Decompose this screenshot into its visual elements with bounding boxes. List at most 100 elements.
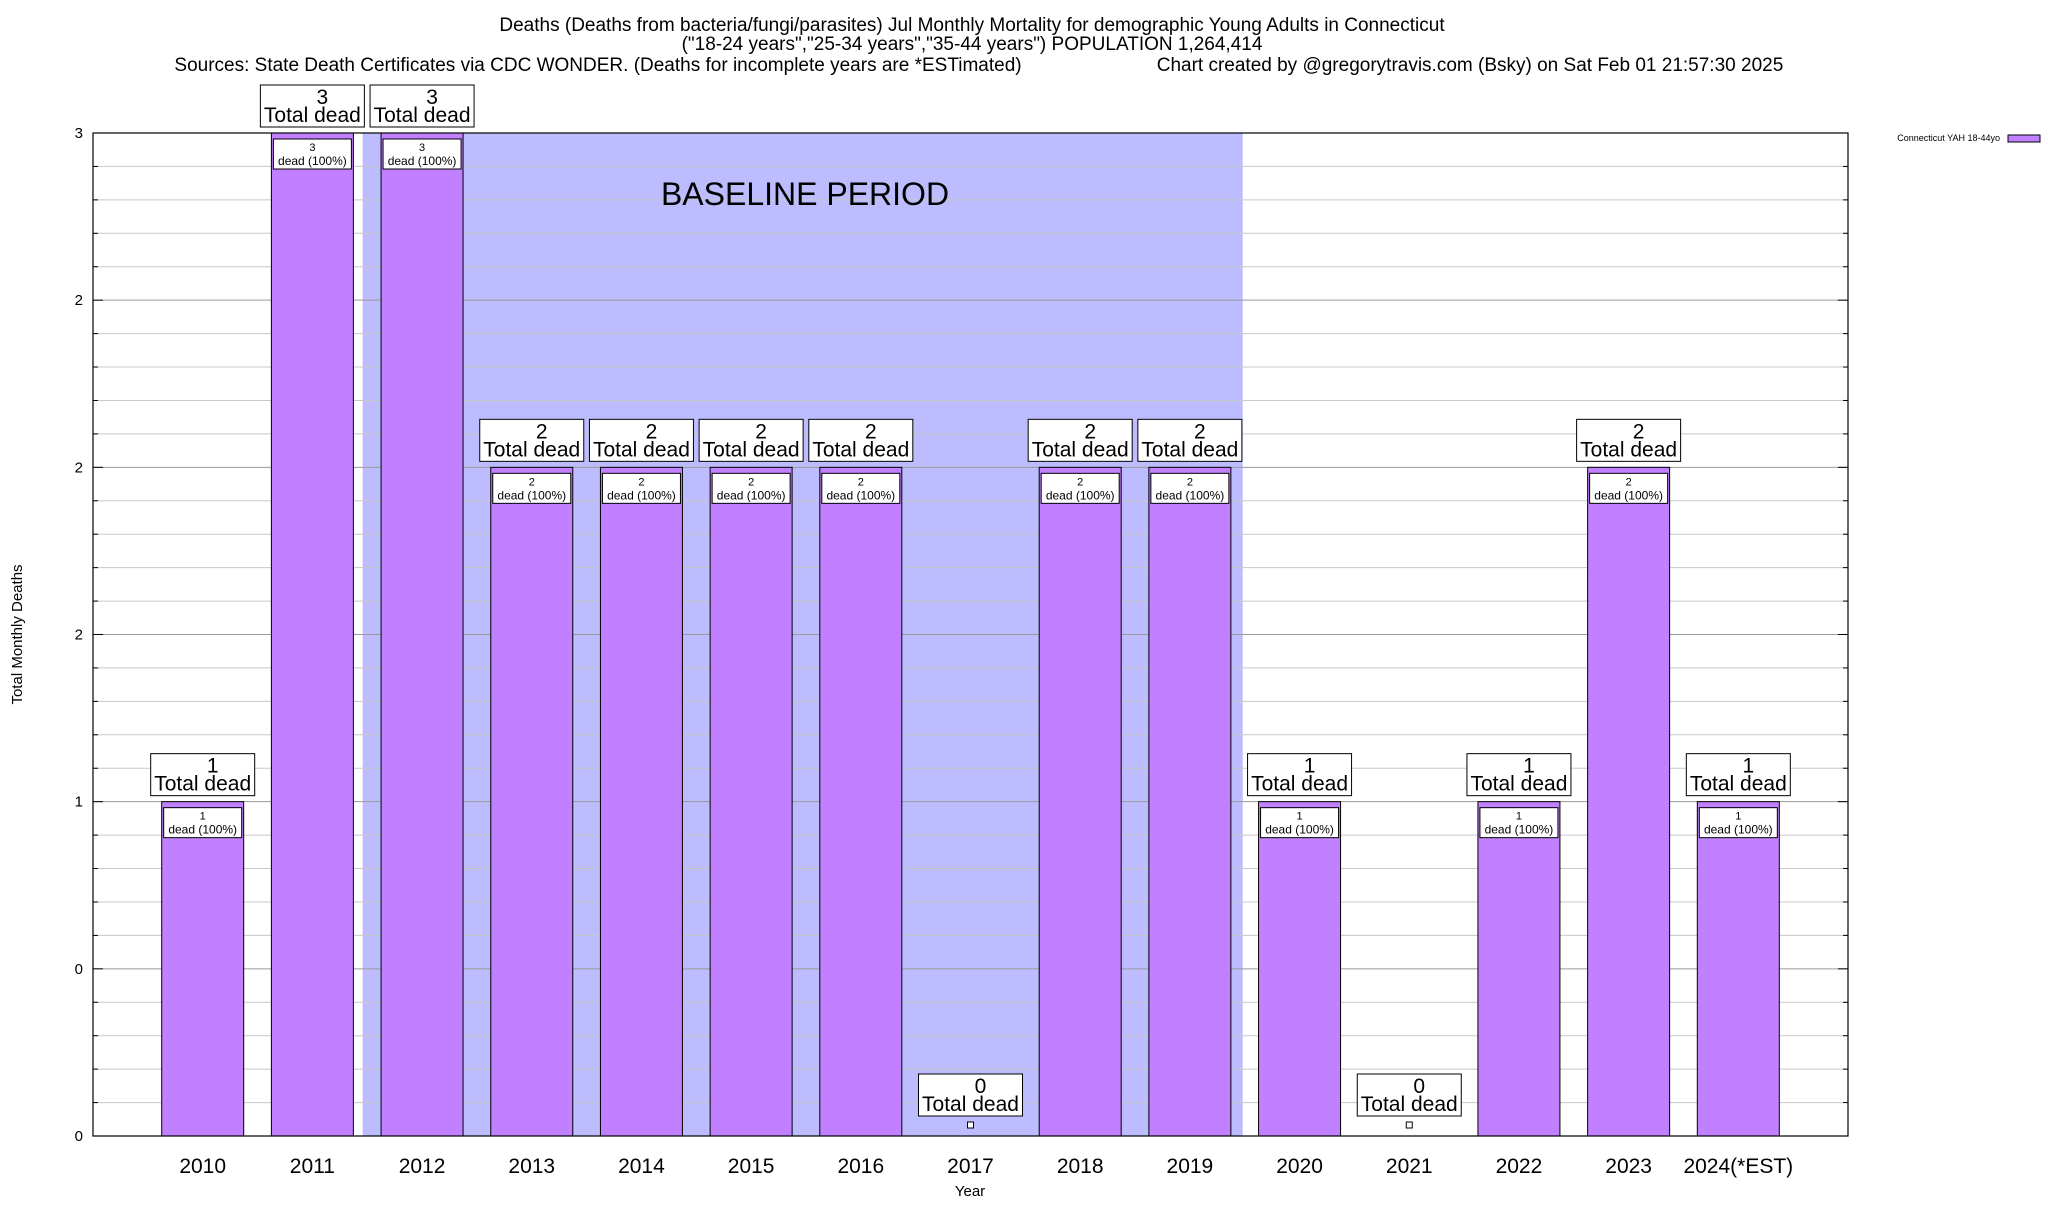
segment-percent-label: dead (100%) xyxy=(1265,823,1334,837)
total-label-box xyxy=(150,753,256,797)
total-dead-label: Total dead xyxy=(703,438,800,461)
total-count-label: 2 xyxy=(755,420,767,443)
segment-label-box xyxy=(1698,807,1778,839)
segment-percent-label: dead (100%) xyxy=(278,154,347,168)
bar xyxy=(599,466,683,1137)
chart-title-line-1: Deaths (Deaths from bacteria/fungi/paras… xyxy=(499,15,1445,36)
total-label-box xyxy=(808,418,914,462)
legend-swatch xyxy=(2007,134,2041,143)
total-count-label: 1 xyxy=(1742,755,1754,778)
segment-label-box xyxy=(711,472,791,504)
x-tick-label: 2013 xyxy=(508,1155,555,1178)
total-label-box xyxy=(1466,753,1572,797)
total-count-label: 3 xyxy=(317,86,329,109)
chart-title-line-2: ("18-24 years","25-34 years","35-44 year… xyxy=(682,34,1263,55)
total-count-label: 2 xyxy=(865,420,877,443)
segment-percent-label: dead (100%) xyxy=(1704,823,1773,837)
segment-count-label: 3 xyxy=(309,142,315,154)
segment-label-box xyxy=(272,138,352,170)
segment-label-box xyxy=(1260,807,1340,839)
x-axis-label: Year xyxy=(955,1183,985,1200)
y-tick-label: 2 xyxy=(75,459,83,476)
total-dead-label: Total dead xyxy=(1470,773,1567,796)
segment-count-label: 2 xyxy=(1626,476,1632,488)
total-dead-label: Total dead xyxy=(1251,773,1348,796)
segment-percent-label: dead (100%) xyxy=(717,488,786,502)
total-label-box xyxy=(1576,418,1682,462)
bar xyxy=(1258,801,1342,1137)
y-tick-label: 0 xyxy=(75,961,83,978)
bar xyxy=(709,466,793,1137)
total-dead-label: Total dead xyxy=(154,773,251,796)
segment-percent-label: dead (100%) xyxy=(607,488,676,502)
total-count-label: 1 xyxy=(1304,755,1316,778)
total-dead-label: Total dead xyxy=(264,104,361,127)
x-tick-label: 2024(*EST) xyxy=(1683,1155,1793,1178)
total-count-label: 1 xyxy=(207,755,219,778)
y-tick-label: 1 xyxy=(75,794,83,811)
segment-count-label: 1 xyxy=(200,811,206,823)
segment-label-box xyxy=(492,472,572,504)
total-label-box xyxy=(1137,418,1243,462)
segment-label-box xyxy=(601,472,681,504)
x-tick-label: 2020 xyxy=(1276,1155,1323,1178)
segment-percent-label: dead (100%) xyxy=(1594,488,1663,502)
segment-percent-label: dead (100%) xyxy=(1485,823,1554,837)
legend-series-name: Connecticut YAH 18-44yo xyxy=(1897,133,2000,143)
segment-percent-label: dead (100%) xyxy=(826,488,895,502)
bar xyxy=(161,801,245,1137)
total-dead-label: Total dead xyxy=(1690,773,1787,796)
segment-label-box xyxy=(1589,472,1669,504)
total-label-box xyxy=(918,1073,1023,1117)
bar xyxy=(1696,801,1780,1137)
segment-label-box xyxy=(821,472,901,504)
bar xyxy=(270,132,354,1137)
y-axis-ticks: 0 0 1 2 2 2 3 xyxy=(75,125,83,1145)
bar xyxy=(819,466,903,1137)
total-label-box xyxy=(479,418,585,462)
total-label-box xyxy=(1685,753,1791,797)
segment-label-box xyxy=(1150,472,1230,504)
bar xyxy=(1038,466,1122,1137)
bar xyxy=(1148,466,1232,1137)
segment-count-label: 1 xyxy=(1735,811,1741,823)
x-tick-label: 2019 xyxy=(1167,1155,1214,1178)
x-tick-label: 2022 xyxy=(1496,1155,1543,1178)
total-label-box xyxy=(588,418,694,462)
total-dead-label: Total dead xyxy=(922,1093,1019,1116)
segment-count-label: 2 xyxy=(529,476,535,488)
segment-count-label: 2 xyxy=(1187,476,1193,488)
y-tick-label: 2 xyxy=(75,292,83,309)
x-tick-label: 2011 xyxy=(290,1155,335,1178)
baseline-period-label: BASELINE PERIOD xyxy=(661,176,949,212)
total-count-label: 3 xyxy=(426,86,438,109)
segment-percent-label: dead (100%) xyxy=(497,488,566,502)
total-dead-label: Total dead xyxy=(1361,1093,1458,1116)
segment-label-box xyxy=(1479,807,1559,839)
total-label-box xyxy=(259,84,365,128)
x-axis-ticks: 2010 2011 2012 2013 2014 2015 2016 2017 2018 2019… xyxy=(179,1155,1793,1178)
zero-marker xyxy=(1405,1121,1413,1129)
total-dead-label: Total dead xyxy=(812,438,909,461)
x-tick-label: 2014 xyxy=(618,1155,665,1178)
total-dead-label: Total dead xyxy=(1141,438,1238,461)
total-dead-label: Total dead xyxy=(1032,438,1129,461)
segment-label-box xyxy=(163,807,243,839)
segment-count-label: 2 xyxy=(638,476,644,488)
total-count-label: 2 xyxy=(536,420,548,443)
total-count-label: 0 xyxy=(975,1075,987,1098)
segment-percent-label: dead (100%) xyxy=(1156,488,1225,502)
x-tick-label: 2010 xyxy=(179,1155,226,1178)
total-count-label: 2 xyxy=(1633,420,1645,443)
segment-label-box xyxy=(1040,472,1120,504)
zero-marker xyxy=(967,1121,974,1129)
x-tick-label: 2012 xyxy=(399,1155,446,1178)
x-tick-label: 2021 xyxy=(1386,1155,1433,1178)
total-count-label: 2 xyxy=(646,420,658,443)
total-label-box xyxy=(698,418,804,462)
chart-credit: Chart created by @gregorytravis.com (Bsk… xyxy=(1157,55,1784,76)
chart-sources: Sources: State Death Certificates via CD… xyxy=(174,55,1021,76)
segment-label-box xyxy=(382,138,462,170)
